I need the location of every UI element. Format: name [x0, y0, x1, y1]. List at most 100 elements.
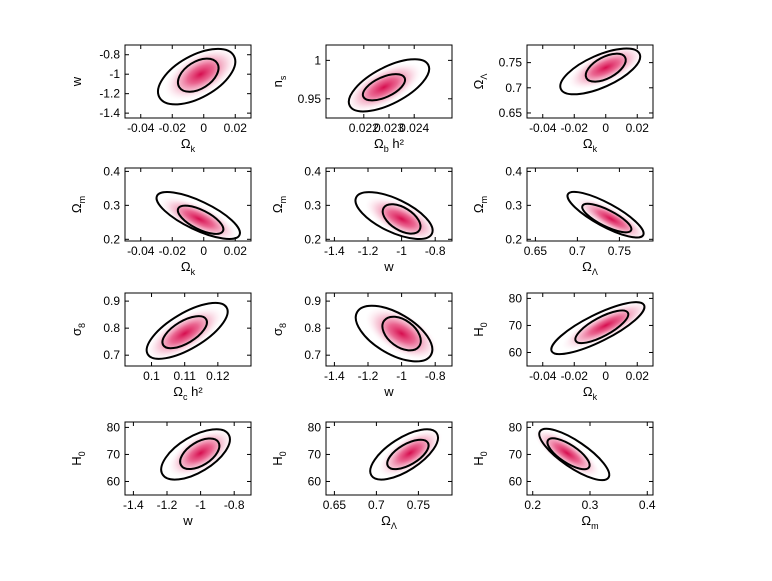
x-tick-label: -1.2 — [358, 369, 379, 383]
x-tick-label: 0.024 — [399, 121, 429, 135]
y-tick-label: 0.8 — [304, 321, 321, 335]
y-tick-label: 60 — [509, 474, 523, 488]
contour-95 — [559, 47, 642, 96]
contour-panel-11: 0.65 0.7 0.75 60 70 80 ΩΛ H0 — [270, 420, 453, 531]
y-tick-label: 0.2 — [103, 232, 120, 246]
x-axis-label: Ωk — [181, 259, 196, 277]
x-tick-label: -0.8 — [224, 498, 245, 512]
contour-panel-7: 0.1 0.11 0.12 0.7 0.8 0.9 Ωc h² σ8 — [69, 292, 252, 402]
x-tick-label: 0.2 — [524, 498, 541, 512]
axes-frame — [124, 292, 252, 367]
y-axis-label: H0 — [471, 322, 489, 336]
x-tick-label: -0.04 — [529, 121, 557, 135]
x-tick-label: 0.02 — [626, 121, 650, 135]
y-tick-label: 0.4 — [505, 164, 522, 178]
y-tick-label: -1 — [109, 67, 120, 81]
y-axis-label: Ωm — [471, 196, 489, 213]
y-axis-label: w — [69, 76, 84, 87]
contour-95 — [354, 304, 434, 363]
axes-frame — [124, 167, 252, 242]
contour-panel-1: -0.04 -0.02 0 0.02 -1.4 -1.2 -1 -0.8 Ωk w — [69, 44, 252, 154]
x-axis-label: ΩΛ — [381, 513, 397, 531]
x-tick-label: 0.65 — [323, 498, 347, 512]
x-tick-label: 0.023 — [374, 121, 404, 135]
x-axis-label: ΩΛ — [582, 259, 598, 277]
y-tick-label: 0.2 — [304, 232, 321, 246]
contour-95 — [155, 191, 241, 241]
contour-68 — [179, 437, 221, 471]
x-tick-label: 0.11 — [173, 369, 196, 383]
x-axis-label: Ωb h² — [374, 136, 405, 154]
x-tick-label: 0 — [200, 244, 207, 258]
x-tick-label: -1 — [195, 498, 206, 512]
axes-frame — [526, 44, 654, 119]
contour-68 — [546, 437, 591, 471]
contour-panel-6: 0.65 0.7 0.75 0.2 0.3 0.4 ΩΛ Ωm — [471, 164, 654, 277]
x-tick-label: 0.02 — [626, 369, 650, 383]
y-tick-label: 0.4 — [304, 164, 321, 178]
x-tick-label: 0.02 — [224, 121, 248, 135]
axes-frame — [526, 292, 654, 367]
x-tick-label: 0.3 — [582, 498, 599, 512]
contour-panel-4: -0.04 -0.02 0 0.02 0.2 0.3 0.4 Ωk Ωm — [69, 164, 252, 277]
x-axis-label: w — [383, 259, 394, 274]
y-tick-label: 0.3 — [103, 198, 120, 212]
y-tick-label: 60 — [308, 474, 322, 488]
axes-frame — [325, 292, 453, 367]
x-tick-label: 0.75 — [407, 498, 431, 512]
y-axis-label: ns — [270, 75, 288, 87]
x-tick-label: -1 — [396, 244, 407, 258]
y-tick-label: 80 — [308, 420, 322, 434]
y-tick-label: 60 — [509, 345, 523, 359]
axes-frame — [124, 44, 252, 119]
density-fill — [146, 306, 224, 361]
contour-68 — [381, 315, 422, 352]
contour-95 — [538, 427, 611, 482]
contour-panel-9: -0.04 -0.02 0 0.02 60 70 80 Ωk H0 — [471, 291, 654, 402]
x-tick-label: 0.65 — [524, 244, 548, 258]
y-tick-label: 70 — [509, 318, 523, 332]
y-tick-label: -1.4 — [99, 106, 120, 120]
contour-68 — [161, 315, 208, 350]
y-axis-label: Ωm — [69, 196, 87, 213]
x-tick-label: 0 — [200, 121, 207, 135]
x-axis-label: w — [383, 384, 394, 399]
x-tick-label: 0.02 — [224, 244, 248, 258]
y-tick-label: 0.9 — [103, 294, 120, 308]
contour-95 — [369, 428, 439, 481]
contour-68 — [176, 57, 220, 93]
y-tick-label: -1.2 — [99, 87, 120, 101]
x-tick-label: -1 — [396, 369, 407, 383]
y-tick-label: 0.3 — [304, 198, 321, 212]
x-tick-label: 0.1 — [143, 369, 160, 383]
y-tick-label: 0.8 — [103, 321, 120, 335]
x-tick-label: -0.8 — [425, 369, 446, 383]
y-tick-label: 60 — [107, 474, 121, 488]
x-axis-label: Ωk — [583, 384, 598, 402]
x-tick-label: -1.4 — [123, 498, 144, 512]
y-tick-label: 0.65 — [499, 106, 523, 120]
x-tick-label: 0.7 — [569, 244, 586, 258]
density-fill — [345, 62, 423, 113]
x-tick-label: -0.02 — [159, 121, 187, 135]
y-tick-label: 0.3 — [505, 198, 522, 212]
y-axis-label: H0 — [270, 451, 288, 465]
x-axis-label: w — [182, 513, 193, 528]
y-tick-label: 0.4 — [103, 164, 120, 178]
x-axis-label: Ωc h² — [173, 384, 203, 402]
contour-95 — [550, 301, 646, 356]
contour-68 — [584, 52, 627, 83]
y-tick-label: 0.9 — [304, 294, 321, 308]
axes-frame — [325, 167, 453, 242]
density-fill — [533, 428, 601, 478]
x-tick-label: -0.04 — [127, 244, 155, 258]
contour-panel-12: 0.2 0.3 0.4 60 70 80 Ωm H0 — [471, 420, 656, 531]
y-axis-label: H0 — [471, 451, 489, 465]
x-tick-label: -0.02 — [159, 244, 187, 258]
contour-panel-5: -1.4 -1.2 -1 -0.8 0.2 0.3 0.4 w Ωm — [270, 164, 453, 274]
y-tick-label: 70 — [107, 447, 121, 461]
contour-68 — [361, 73, 407, 102]
axes-frame — [124, 421, 252, 496]
y-axis-label: σ8 — [270, 323, 288, 336]
contour-68 — [381, 203, 422, 235]
